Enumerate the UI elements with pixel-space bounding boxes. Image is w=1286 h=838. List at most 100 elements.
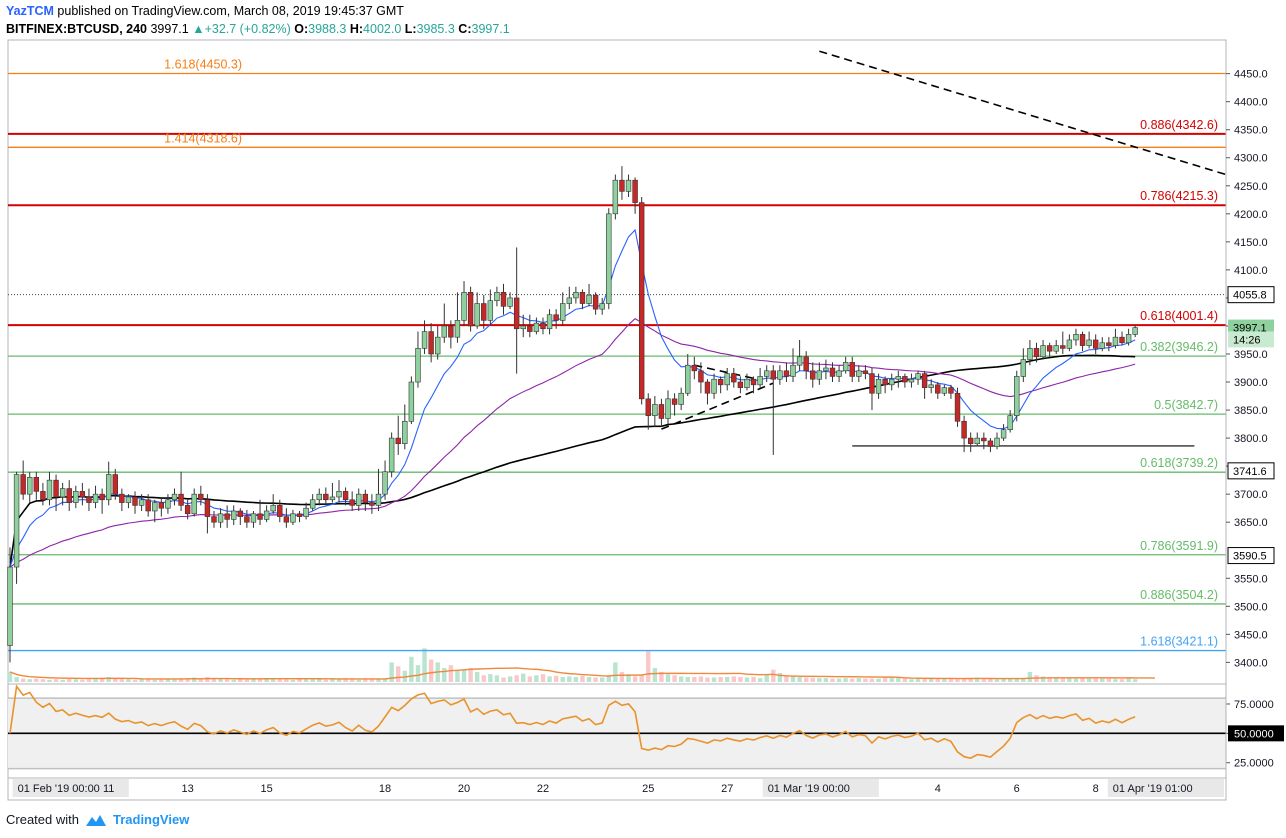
volume-bar xyxy=(455,670,460,682)
candle-body xyxy=(829,367,836,377)
price-tick-label: 3950.0 xyxy=(1234,349,1268,361)
sma-line xyxy=(9,354,1136,568)
candle-body xyxy=(165,499,171,509)
candle-body xyxy=(810,370,816,380)
candle-body xyxy=(1060,345,1066,349)
volume-bar xyxy=(145,678,151,682)
candle-body xyxy=(757,376,763,386)
candle-body xyxy=(454,320,461,338)
time-label: 13 xyxy=(182,783,194,795)
volume-bar xyxy=(869,678,875,682)
volume-bar xyxy=(771,669,776,682)
trendline xyxy=(661,382,774,430)
candle-body xyxy=(994,437,1000,447)
candle-body xyxy=(1046,345,1053,352)
volume-bar xyxy=(409,656,414,682)
symbol-name: BITFINEX:BTCUSD, 240 xyxy=(6,22,147,36)
candle-body xyxy=(638,202,645,400)
volume-bar xyxy=(93,678,98,682)
volume-bar xyxy=(856,678,862,682)
volume-bar xyxy=(527,676,533,682)
candle-body xyxy=(336,491,342,498)
triangle-up-icon: ▲ xyxy=(192,22,205,36)
volume-bar xyxy=(613,662,618,682)
candle-body xyxy=(856,370,862,377)
candle-body xyxy=(125,496,132,503)
volume-bar xyxy=(231,679,236,682)
volume-bar xyxy=(639,675,644,682)
candle-body xyxy=(842,362,849,372)
candles xyxy=(7,166,1138,663)
rsi-tick-label: 25.0000 xyxy=(1234,758,1274,770)
open-value: 3988.3 xyxy=(308,22,347,36)
volume-bar xyxy=(744,677,750,682)
volume-bar xyxy=(652,667,658,682)
candle-body xyxy=(553,314,559,321)
rsi-value-tag xyxy=(1228,725,1284,742)
volume-bar xyxy=(994,679,1000,682)
volume-bar xyxy=(1067,678,1072,682)
volume-bar xyxy=(817,678,822,682)
volume-bar xyxy=(1040,676,1046,682)
volume-bar xyxy=(422,648,427,682)
low-value: 3985.3 xyxy=(416,22,455,36)
candle-body xyxy=(461,292,467,321)
volume-bar xyxy=(126,679,131,682)
volume-bar xyxy=(310,678,315,682)
volume-bar xyxy=(382,679,388,682)
candle-body xyxy=(349,499,355,506)
fib-label: 0.5(3842.7) xyxy=(1154,398,1218,412)
candle-body xyxy=(40,491,46,501)
candle-body xyxy=(652,404,658,416)
volume-bar xyxy=(1047,677,1052,682)
candle-body xyxy=(546,314,553,330)
candle-body xyxy=(882,378,888,386)
candle-body xyxy=(428,331,434,355)
price-tag-box xyxy=(1227,286,1275,304)
price-tag-box xyxy=(1227,547,1275,565)
volume-bar xyxy=(323,679,329,682)
price-axis[interactable]: 3400.03450.03500.03550.03650.03700.03750… xyxy=(1225,40,1268,800)
candle-body xyxy=(744,378,750,388)
candle-body xyxy=(448,325,454,338)
price-tag-label: 4055.8 xyxy=(1233,290,1267,302)
low-label: L: xyxy=(404,22,417,36)
candle-body xyxy=(1066,339,1073,349)
volume-bar xyxy=(948,678,954,682)
volume-bar xyxy=(540,674,546,682)
volume-bar xyxy=(600,677,605,682)
author-name[interactable]: YazTCM xyxy=(6,4,54,18)
volume-bar xyxy=(619,671,625,682)
volume-bar xyxy=(330,678,335,682)
volume-bar xyxy=(850,678,855,682)
candle-body xyxy=(421,331,428,349)
candle-body xyxy=(763,370,770,377)
candle-body xyxy=(533,322,540,332)
volume-bar xyxy=(988,678,993,682)
volume-bar xyxy=(882,678,888,682)
volume-bar xyxy=(830,678,835,682)
price-tick-label: 4400.0 xyxy=(1234,97,1268,109)
candle-body xyxy=(967,437,974,445)
candle-body xyxy=(99,493,105,501)
time-label: 01 Mar '19 00:00 xyxy=(768,783,850,795)
volume-bar xyxy=(218,678,223,682)
volume-bar xyxy=(211,678,217,682)
time-label: 01 Feb '19 00:00 xyxy=(18,783,100,795)
candle-body xyxy=(665,398,671,419)
volume-bar xyxy=(494,675,500,682)
fib-label: 0.786(3591.9) xyxy=(1140,539,1218,553)
tradingview-brand[interactable]: TradingView xyxy=(112,812,190,827)
volume-bar xyxy=(586,676,592,682)
high-value: 4002.0 xyxy=(363,22,402,36)
price-tag-label: 3590.5 xyxy=(1233,551,1267,563)
volume-bar xyxy=(553,675,559,682)
volume-bar xyxy=(34,678,39,682)
candle-body xyxy=(395,437,401,445)
volume-bar xyxy=(415,665,421,682)
candle-body xyxy=(13,474,20,568)
volume-bar xyxy=(20,678,26,682)
volume-bar xyxy=(593,677,598,682)
time-axis[interactable]: 01 Feb '19 00:00 11 13 15 18 20 22 25 27 01 Mar '… xyxy=(8,777,1226,797)
